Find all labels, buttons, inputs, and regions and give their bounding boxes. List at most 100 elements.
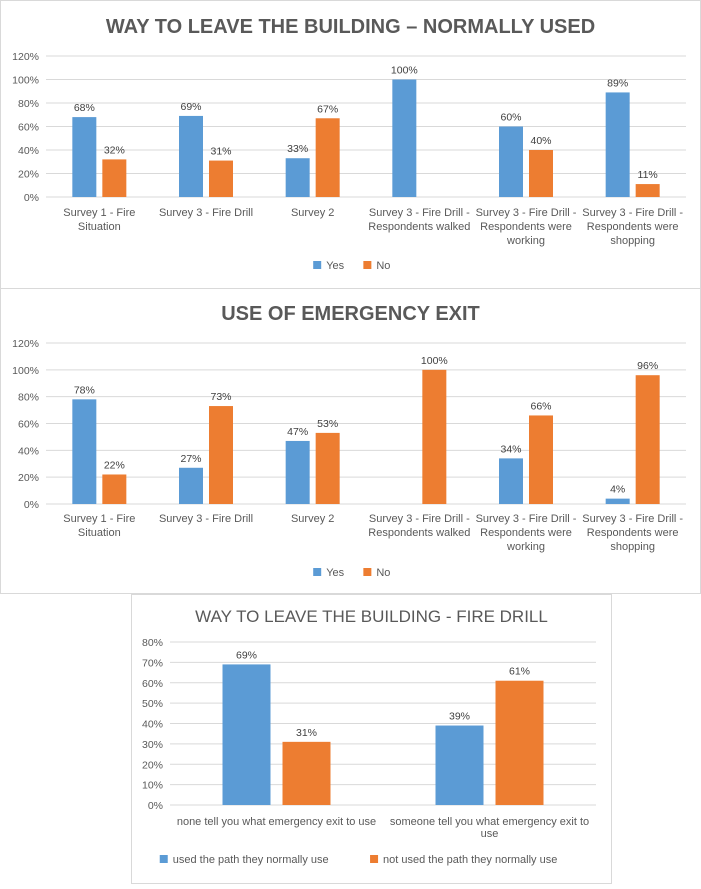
data-label: 34% [500,443,521,455]
bar-series2 [495,680,544,805]
chart-fire-drill: WAY TO LEAVE THE BUILDING - FIRE DRILL 0%… [131,594,612,884]
data-label: 33% [287,143,308,155]
data-label: 31% [296,727,317,739]
x-tick-label-line: shopping [610,541,655,553]
bar-series1 [392,79,417,197]
data-label: 11% [638,169,658,181]
bar-series1 [285,158,310,197]
chart-title: WAY TO LEAVE THE BUILDING - FIRE DRILL [195,607,548,626]
bar-series2 [422,369,447,504]
y-tick-label: 10% [142,780,163,792]
legend-label: Yes [326,260,344,272]
data-label: 47% [287,426,308,438]
data-label: 68% [74,102,95,114]
x-tick-label-line: Situation [78,527,121,539]
bar-series2 [315,432,340,504]
data-label: 100% [421,355,448,367]
x-tick-label: Survey 3 - Fire Drill [159,207,253,219]
bar-series1 [285,440,310,504]
legend-label: No [376,567,390,579]
data-label: 40% [530,135,551,147]
data-label: 69% [236,649,257,661]
y-tick-label: 40% [18,445,39,457]
bar-series2 [315,118,340,197]
y-tick-label: 50% [142,698,163,710]
data-label: 61% [509,666,530,678]
x-tick-label-line: Survey 3 - Fire Drill - [582,207,683,219]
x-tick-label-line: Respondents walked [368,527,470,539]
chart-normally-used-svg: WAY TO LEAVE THE BUILDING – NORMALLY USE… [12,16,686,272]
x-tick-label-line: shopping [610,235,655,247]
y-tick-label: 100% [12,75,39,87]
y-tick-label: 0% [24,499,39,511]
bar-series2 [102,159,127,197]
bar-series1 [499,458,523,504]
x-tick-label: someone tell you what emergency exit to u… [390,816,589,840]
chart-emergency-exit-svg: USE OF EMERGENCY EXIT 0% 20% 40% 60% 80% 100% 1… [12,303,686,579]
chart-fire-drill-svg: WAY TO LEAVE THE BUILDING - FIRE DRILL 0%… [142,607,596,866]
y-tick-label: 60% [18,419,39,431]
bar-series1 [435,725,484,805]
x-tick-label: Survey 1 - Fire Situation [63,513,135,539]
x-tick-label-line: Survey 3 - Fire Drill - [369,207,470,219]
bar-series1 [605,92,630,197]
bar-series2 [209,160,233,197]
x-tick-label-line: Survey 1 - Fire [63,207,135,219]
data-label: 53% [317,418,338,430]
data-label: 31% [210,146,231,158]
legend-swatch [363,261,372,269]
x-tick-label-line: Respondents were [587,221,679,233]
y-tick-label: 70% [142,657,163,669]
y-tick-label: 60% [142,678,163,690]
y-tick-label: 80% [18,392,39,404]
y-tick-label: 100% [12,365,39,377]
bar-series2 [635,375,660,504]
data-label: 32% [104,144,125,156]
x-tick-label-line: Situation [78,221,121,233]
x-tick-label-line: Respondents were [587,527,679,539]
y-tick-label: 80% [18,98,39,110]
y-tick-label: 0% [24,192,39,204]
x-tick-label-line: Survey 1 - Fire [63,513,135,525]
x-tick-label: Survey 3 - Fire Drill - Respondents were w… [476,513,577,553]
data-label: 73% [210,391,231,403]
data-label: 60% [500,112,521,124]
x-tick-label-line: Survey 3 - Fire Drill - [476,207,577,219]
x-tick-label: Survey 1 - Fire Situation [63,207,135,233]
x-tick-label-line: Survey 3 - Fire Drill [159,513,253,525]
bar-series1 [605,498,630,504]
x-tick-label-line: Survey 2 [291,513,334,525]
x-tick-label: Survey 3 - Fire Drill - Respondents were w… [476,207,577,247]
y-tick-label: 20% [18,169,39,181]
x-tick-label-line: Survey 2 [291,207,334,219]
data-label: 22% [104,459,125,471]
y-tick-label: 40% [18,145,39,157]
legend-label: used the path they normally use [173,854,329,866]
y-tick-label: 30% [142,739,163,751]
bar-series1 [179,467,203,504]
legend-swatch [313,261,322,269]
legend-swatch [370,855,379,863]
x-tick-label-line: working [506,541,545,553]
x-tick-label-line: Survey 3 - Fire Drill - [369,513,470,525]
x-tick-label: Survey 2 [291,513,334,525]
bar-series2 [209,406,233,504]
legend-swatch [159,855,168,863]
bar-series2 [529,150,553,197]
x-tick-label: Survey 3 - Fire Drill - Respondents walke… [368,207,470,233]
bar-series2 [635,184,660,197]
x-tick-label-line: Respondents were [480,527,572,539]
bar-series2 [529,415,553,504]
data-label: 39% [449,711,470,723]
data-label: 100% [391,65,418,77]
x-tick-label-line: Respondents were [480,221,572,233]
x-tick-label-line: Respondents walked [368,221,470,233]
bar-series2 [102,474,127,504]
bar-series2 [282,741,331,805]
legend-label: No [376,260,390,272]
bar-series1 [72,399,97,504]
data-label: 78% [74,384,95,396]
chart-title: USE OF EMERGENCY EXIT [221,303,480,325]
bar-series1 [72,117,97,197]
x-tick-label: Survey 3 - Fire Drill - Respondents walke… [368,513,470,539]
